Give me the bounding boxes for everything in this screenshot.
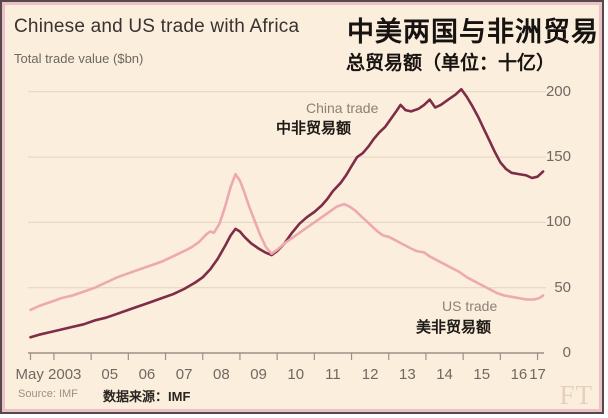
x-tick-label-15: 15 xyxy=(473,366,491,383)
source-note-zh: 数据来源：IMF xyxy=(103,389,191,404)
y-tick-label-200: 200 xyxy=(545,82,571,100)
x-tick-label-17: 17 xyxy=(529,366,546,383)
x-tick-label-16: 16 xyxy=(510,366,528,383)
y-tick-label-0: 0 xyxy=(562,344,571,361)
x-tick-label-09: 09 xyxy=(250,366,267,383)
y-tick-label-100: 100 xyxy=(545,213,571,231)
chart-background xyxy=(2,2,602,412)
x-tick-label-may-2003: May 2003 xyxy=(15,366,82,383)
china-trade-label-en: China trade xyxy=(306,100,379,116)
ft-logo: FT xyxy=(559,380,593,410)
china-trade-label-zh: 中非贸易额 xyxy=(276,120,352,137)
x-tick-label-06: 06 xyxy=(138,366,156,383)
chart-subtitle-zh: 总贸易额（单位：十亿） xyxy=(346,53,556,74)
x-tick-label-07: 07 xyxy=(175,366,193,383)
y-tick-label-50: 50 xyxy=(554,278,571,296)
y-tick-label-150: 150 xyxy=(545,148,571,166)
x-tick-label-05: 05 xyxy=(101,366,119,383)
us-trade-label-en: US trade xyxy=(442,298,498,314)
us-trade-label-zh: 美非贸易额 xyxy=(416,319,492,336)
x-tick-label-13: 13 xyxy=(398,366,416,383)
line-chart-canvas xyxy=(28,87,546,360)
x-tick-label-08: 08 xyxy=(212,366,230,383)
chart-title-en: Chinese and US trade with Africa xyxy=(14,16,300,37)
us-trade-line xyxy=(29,172,545,312)
x-tick-label-12: 12 xyxy=(361,366,379,383)
x-tick-label-11: 11 xyxy=(325,366,341,383)
x-tick-label-10: 10 xyxy=(287,366,305,383)
chart-subtitle-en: Total trade value ($bn) xyxy=(14,51,144,66)
source-note-en: Source: IMF xyxy=(18,388,78,400)
china-trade-line xyxy=(29,87,545,339)
x-tick-label-14: 14 xyxy=(436,366,453,383)
chart-title-zh: 中美两国与非洲贸易 xyxy=(347,17,599,47)
